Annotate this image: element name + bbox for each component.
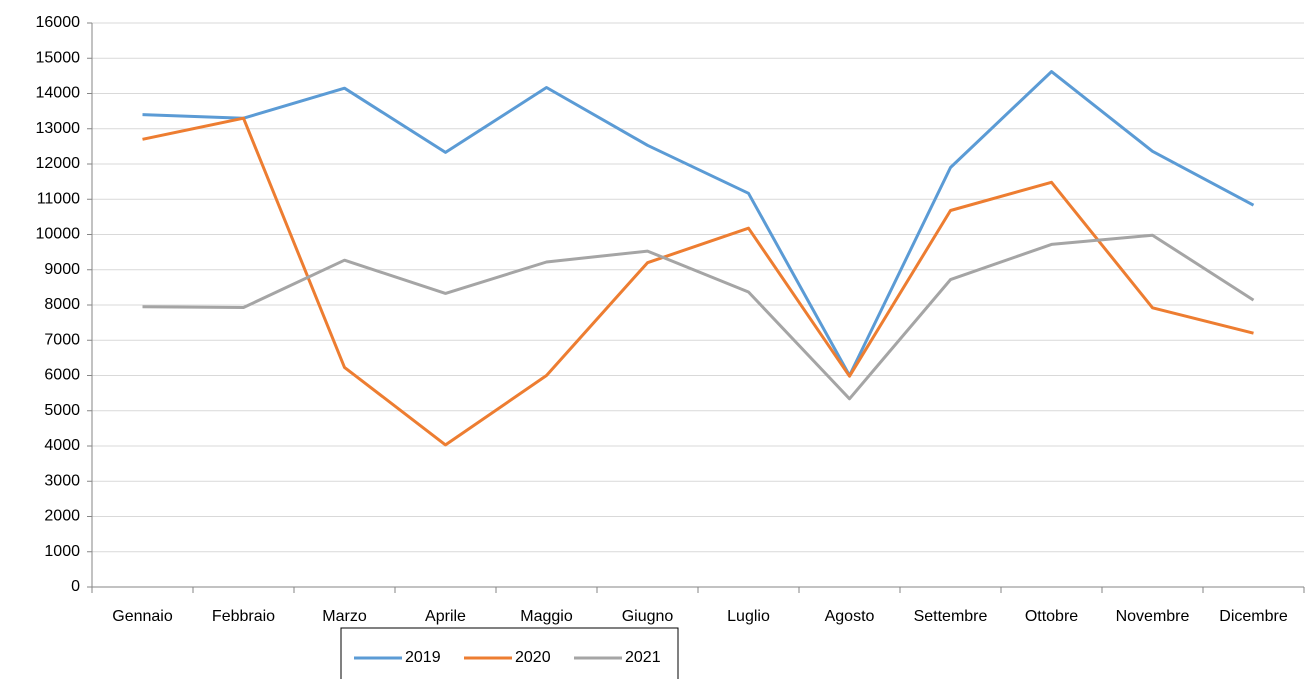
x-tick-label: Marzo (322, 608, 367, 625)
x-tick-label: Novembre (1116, 608, 1190, 625)
y-tick-label: 2000 (44, 508, 80, 525)
legend-label: 2021 (625, 649, 661, 666)
y-tick-label: 3000 (44, 472, 80, 489)
y-tick-label: 11000 (37, 190, 80, 207)
x-tick-label: Giugno (622, 608, 674, 625)
x-tick-label: Dicembre (1219, 608, 1288, 625)
y-tick-label: 8000 (44, 296, 80, 313)
x-tick-label: Maggio (520, 608, 573, 625)
series-line (142, 70, 1255, 377)
y-tick-label: 12000 (36, 155, 81, 172)
y-tick-label: 6000 (44, 367, 80, 384)
y-tick-label: 15000 (36, 49, 81, 66)
legend-box (340, 627, 679, 679)
y-tick-label: 14000 (36, 85, 81, 102)
series-line (142, 233, 1255, 401)
y-tick-label: 0 (71, 578, 80, 595)
y-tick-label: 9000 (44, 261, 80, 278)
x-tick-label: Aprile (425, 608, 466, 625)
series-line (142, 116, 1254, 447)
legend-label: 2020 (515, 649, 551, 666)
x-tick-label: Febbraio (212, 608, 275, 625)
x-tick-label: Ottobre (1025, 608, 1078, 625)
y-tick-label: 1000 (44, 543, 80, 560)
x-tick-label: Gennaio (112, 608, 173, 625)
y-tick-label: 10000 (36, 226, 81, 243)
x-tick-label: Luglio (727, 608, 770, 625)
legend-label: 2019 (405, 649, 441, 666)
y-tick-label: 7000 (44, 331, 80, 348)
y-tick-label: 13000 (36, 120, 81, 137)
x-tick-label: Settembre (914, 608, 988, 625)
y-tick-label: 4000 (44, 437, 80, 454)
y-tick-label: 5000 (44, 402, 80, 419)
y-tick-label: 16000 (36, 14, 81, 31)
x-tick-label: Agosto (825, 608, 875, 625)
